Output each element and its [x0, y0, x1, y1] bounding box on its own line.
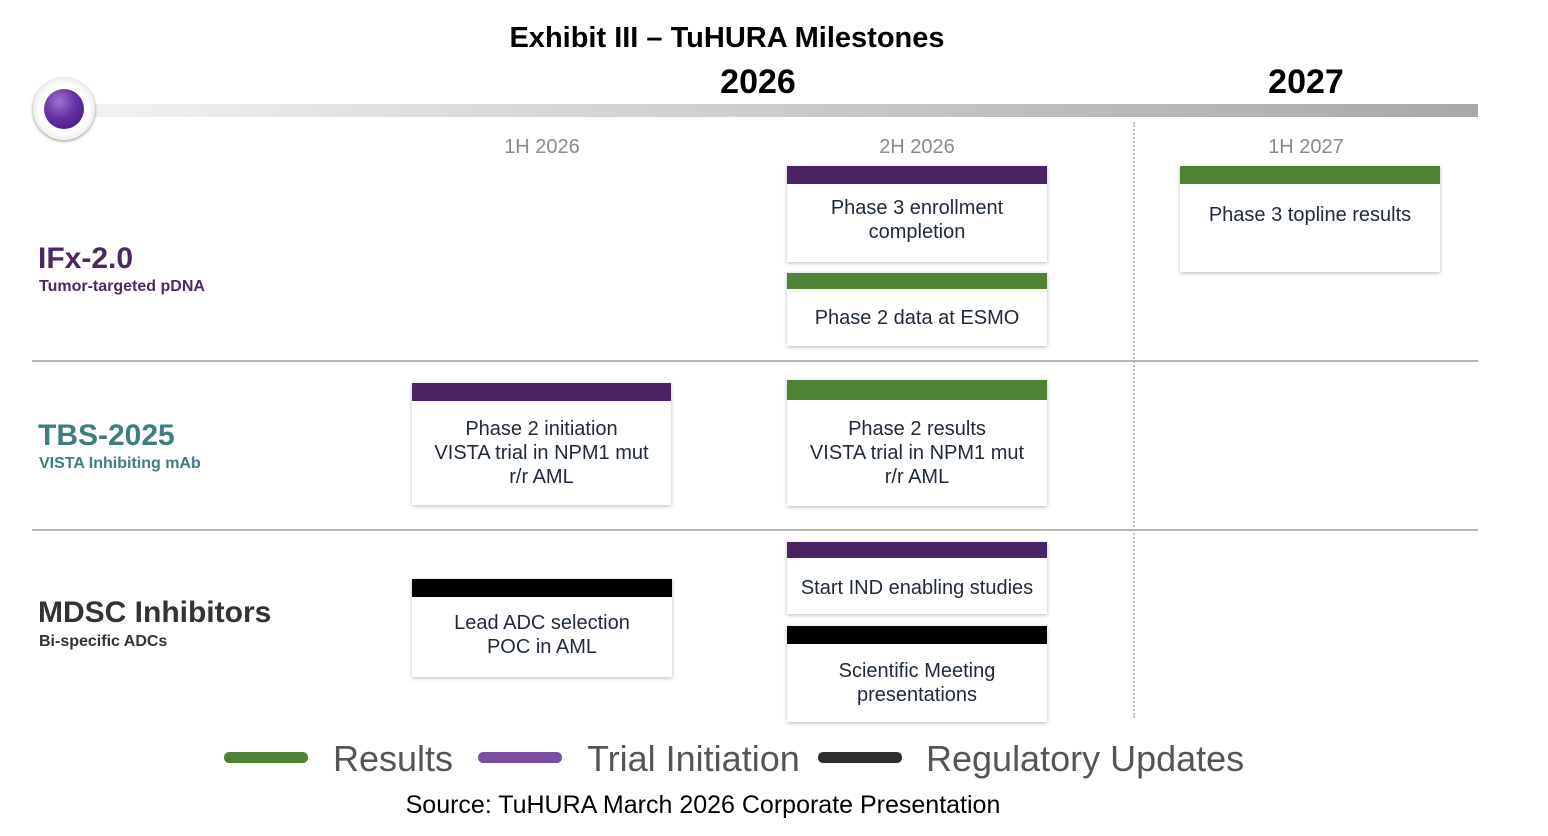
category-bar-trial-initiation: [787, 542, 1047, 558]
category-bar-results: [1180, 166, 1440, 184]
program-name: IFx-2.0: [38, 242, 134, 275]
milestone-text: Scientific Meeting presentations: [838, 660, 996, 706]
legend-label-trial-initiation: Trial Initiation: [587, 738, 800, 779]
legend-label-regulatory-updates: Regulatory Updates: [926, 738, 1245, 779]
legend-label-results: Results: [333, 738, 454, 779]
milestone-text: Start IND enabling studies: [800, 577, 1034, 599]
milestone-text: Lead ADC selection POC in AML: [454, 612, 630, 658]
period-1h-2026: 1H 2026: [504, 136, 580, 158]
milestone-text: Phase 2 results VISTA trial in NPM1 mut …: [809, 418, 1025, 488]
legend-swatch-regulatory-updates: [818, 752, 902, 763]
category-bar-trial-initiation: [412, 383, 671, 401]
program-subtitle: VISTA Inhibiting mAb: [39, 455, 201, 472]
milestone-card: Phase 3 topline results: [1180, 166, 1440, 272]
milestone-text: Phase 2 data at ESMO: [814, 307, 1020, 329]
category-bar-results: [787, 380, 1047, 400]
source-note: Source: TuHURA March 2026 Corporate Pres…: [405, 791, 1001, 819]
year-2027-header: 2027: [1268, 63, 1344, 101]
row-divider: [32, 360, 1478, 362]
timeline-start-icon: [33, 78, 95, 140]
timeline-start-orb: [44, 89, 84, 129]
legend-swatch-trial-initiation: [478, 752, 562, 763]
period-2h-2026: 2H 2026: [879, 136, 955, 158]
category-bar-trial-initiation: [787, 166, 1047, 184]
milestone-text: Phase 2 initiation VISTA trial in NPM1 m…: [434, 418, 649, 488]
program-subtitle: Tumor-targeted pDNA: [39, 278, 205, 295]
category-bar-regulatory-updates: [412, 579, 672, 597]
program-name: TBS-2025: [38, 419, 175, 452]
year-divider: [1133, 122, 1135, 718]
program-name: MDSC Inhibitors: [38, 596, 272, 629]
milestone-card: Scientific Meeting presentations: [787, 626, 1047, 722]
milestone-card: Phase 2 data at ESMO: [787, 273, 1047, 346]
milestone-text: Phase 3 topline results: [1208, 204, 1412, 226]
timeline-bar: [64, 104, 1478, 117]
milestone-card: Start IND enabling studies: [787, 542, 1047, 614]
program-subtitle: Bi-specific ADCs: [39, 633, 168, 650]
category-bar-results: [787, 273, 1047, 289]
milestone-card: Lead ADC selection POC in AML: [412, 579, 672, 677]
period-1h-2027: 1H 2027: [1268, 136, 1344, 158]
milestone-card: Phase 2 initiation VISTA trial in NPM1 m…: [412, 383, 671, 505]
row-divider: [32, 529, 1478, 531]
milestone-card: Phase 2 results VISTA trial in NPM1 mut …: [787, 380, 1047, 506]
legend-swatch-results: [224, 752, 308, 763]
year-2026-header: 2026: [720, 63, 796, 101]
milestone-card: Phase 3 enrollment completion: [787, 166, 1047, 262]
milestone-text: Phase 3 enrollment completion: [830, 197, 1004, 243]
category-bar-regulatory-updates: [787, 626, 1047, 644]
exhibit-title: Exhibit III – TuHURA Milestones: [509, 22, 945, 54]
